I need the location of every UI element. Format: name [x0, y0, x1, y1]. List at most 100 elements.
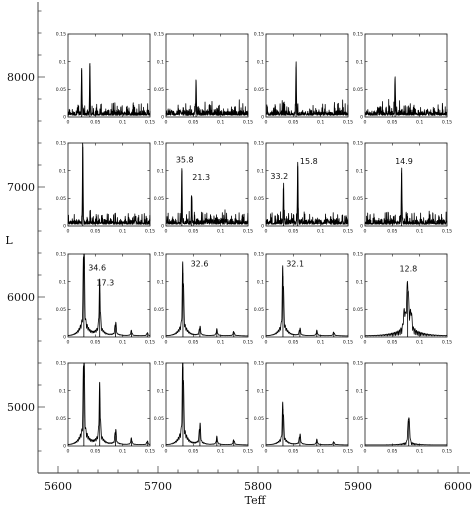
inset-x-tick-label: 0.1 — [317, 120, 324, 126]
inset-x-tick-label: 0.15 — [243, 340, 253, 346]
inset-y-tick-label: 0 — [261, 115, 264, 121]
inset-y-tick-label: 0.05 — [254, 416, 264, 422]
inset-x-tick-label: 0.05 — [90, 120, 100, 126]
inset-x-tick-label: 0.05 — [288, 120, 298, 126]
inset-x-tick-label: 0.15 — [442, 340, 452, 346]
inset-x-tick-label: 0 — [165, 449, 168, 455]
power-spectrum-line — [67, 63, 151, 116]
inset-frame — [265, 33, 349, 118]
inset-y-tick-label: 0.1 — [257, 279, 264, 285]
inset-x-tick-label: 0.1 — [416, 229, 423, 235]
main-x-tick-label: 6000 — [444, 480, 472, 493]
inset-x-tick-label: 0.1 — [217, 229, 224, 235]
inset-x-tick-label: 0 — [165, 229, 168, 235]
inset-y-tick-label: 0.05 — [353, 87, 363, 93]
peak-annotation: 32.6 — [191, 260, 209, 269]
inset-panel-r2-c1: 0 0.05 0.1 0.15 0 0.05 0.1 0.15 32.6 — [154, 252, 253, 346]
peak-annotation: 15.8 — [300, 157, 318, 166]
peak-annotation: 12.8 — [399, 265, 417, 274]
inset-frame — [67, 33, 151, 118]
inset-y-tick-label: 0.05 — [154, 196, 164, 202]
inset-frame — [67, 362, 151, 447]
inset-x-tick-label: 0.05 — [387, 120, 397, 126]
inset-y-tick-label: 0.05 — [254, 307, 264, 313]
power-spectrum-line — [364, 280, 448, 337]
inset-y-tick-label: 0.15 — [154, 252, 164, 258]
inset-x-tick-label: 0.05 — [188, 120, 198, 126]
inset-y-tick-label: 0.1 — [59, 388, 66, 394]
inset-y-tick-label: 0.1 — [59, 168, 66, 174]
inset-x-tick-label: 0.05 — [387, 340, 397, 346]
main-axes — [37, 2, 470, 474]
inset-x-tick-label: 0 — [165, 340, 168, 346]
inset-x-tick-label: 0.15 — [442, 120, 452, 126]
inset-frame — [165, 253, 249, 338]
inset-y-tick-label: 0.15 — [353, 252, 363, 258]
inset-y-tick-label: 0 — [63, 115, 66, 121]
inset-y-tick-label: 0.1 — [157, 388, 164, 394]
power-spectrum-line — [265, 161, 349, 225]
peak-annotation: 17.3 — [96, 279, 114, 288]
inset-y-tick-label: 0 — [161, 115, 164, 121]
inset-y-tick-label: 0.1 — [257, 59, 264, 65]
power-spectrum-line — [165, 362, 249, 446]
inset-panel-r1-c0: 0 0.05 0.1 0.15 0 0.05 0.1 0.15 — [56, 141, 155, 235]
inset-y-tick-label: 0 — [360, 444, 363, 450]
inset-x-tick-label: 0.15 — [343, 340, 353, 346]
main-x-tick-label: 5800 — [244, 480, 272, 493]
inset-x-tick-label: 0 — [67, 120, 70, 126]
inset-y-tick-label: 0.05 — [56, 416, 66, 422]
main-x-tick-label: 5900 — [344, 480, 372, 493]
inset-x-tick-label: 0.05 — [90, 340, 100, 346]
inset-y-tick-label: 0.05 — [154, 416, 164, 422]
x-axis-label: Teff — [245, 494, 267, 507]
inset-y-tick-label: 0.1 — [59, 59, 66, 65]
inset-x-tick-label: 0.1 — [416, 120, 423, 126]
inset-x-tick-label: 0.05 — [288, 449, 298, 455]
inset-x-tick-label: 0.1 — [317, 449, 324, 455]
inset-y-tick-label: 0 — [360, 115, 363, 121]
inset-y-tick-label: 0.1 — [157, 59, 164, 65]
inset-frame — [165, 142, 249, 227]
inset-x-tick-label: 0.15 — [243, 120, 253, 126]
inset-frame — [67, 142, 151, 227]
inset-y-tick-label: 0 — [261, 335, 264, 341]
inset-y-tick-label: 0.1 — [157, 279, 164, 285]
inset-x-tick-label: 0.05 — [288, 340, 298, 346]
power-spectrum-line — [265, 265, 349, 337]
inset-x-tick-label: 0.1 — [416, 340, 423, 346]
inset-panel-r2-c2: 0 0.05 0.1 0.15 0 0.05 0.1 0.15 32.1 — [254, 252, 353, 346]
inset-y-tick-label: 0 — [261, 224, 264, 230]
inset-y-tick-label: 0.15 — [353, 361, 363, 367]
inset-y-tick-label: 0.15 — [254, 32, 264, 38]
inset-x-tick-label: 0.1 — [119, 229, 126, 235]
inset-x-tick-label: 0.1 — [217, 449, 224, 455]
inset-y-tick-label: 0.1 — [257, 168, 264, 174]
inset-x-tick-label: 0.15 — [343, 449, 353, 455]
inset-panel-r0-c3: 0 0.05 0.1 0.15 0 0.05 0.1 0.15 — [353, 32, 452, 126]
inset-frame — [265, 362, 349, 447]
inset-y-tick-label: 0.05 — [56, 196, 66, 202]
inset-y-tick-label: 0.05 — [154, 87, 164, 93]
inset-x-tick-label: 0.1 — [217, 120, 224, 126]
inset-panel-r0-c1: 0 0.05 0.1 0.15 0 0.05 0.1 0.15 — [154, 32, 253, 126]
main-x-tick-label: 5600 — [44, 480, 72, 493]
main-y-tick-label: 6000 — [7, 291, 35, 304]
inset-x-tick-label: 0 — [67, 449, 70, 455]
inset-x-tick-label: 0.15 — [145, 340, 155, 346]
inset-y-tick-label: 0.05 — [154, 307, 164, 313]
inset-panel-r2-c0: 0 0.05 0.1 0.15 0 0.05 0.1 0.15 34.6 17.3 — [56, 252, 155, 346]
inset-x-tick-label: 0.1 — [317, 229, 324, 235]
inset-panels: 0 0.05 0.1 0.15 0 0.05 0.1 0.15 0 0.05 0.1 0.15 0 0.0… — [56, 32, 452, 455]
inset-x-tick-label: 0 — [265, 120, 268, 126]
y-axis-label: L — [5, 234, 13, 247]
inset-y-tick-label: 0 — [63, 444, 66, 450]
inset-y-tick-label: 0.05 — [254, 196, 264, 202]
inset-panel-r1-c2: 0 0.05 0.1 0.15 0 0.05 0.1 0.15 33.2 15.8 — [254, 141, 353, 235]
inset-y-tick-label: 0 — [161, 335, 164, 341]
inset-y-tick-label: 0.15 — [254, 141, 264, 147]
inset-x-tick-label: 0.05 — [387, 449, 397, 455]
inset-panel-r0-c2: 0 0.05 0.1 0.15 0 0.05 0.1 0.15 — [254, 32, 353, 126]
power-spectrum-line — [165, 79, 249, 116]
inset-y-tick-label: 0.15 — [154, 141, 164, 147]
